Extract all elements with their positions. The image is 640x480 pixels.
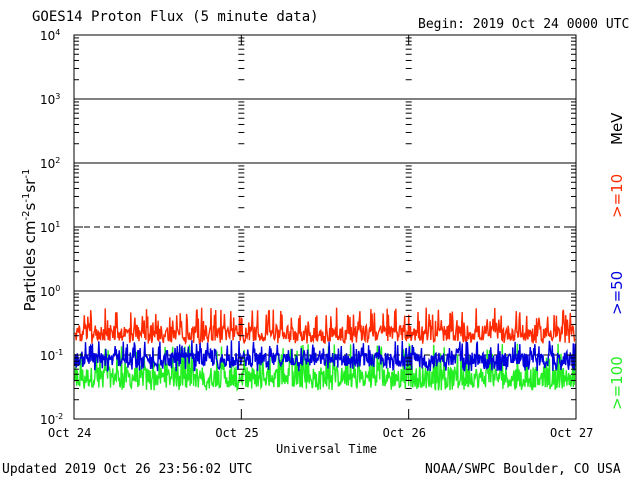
y-tick-label: 10-2 (40, 412, 64, 427)
plot-frame (73, 34, 577, 420)
x-tick-label: Oct 24 (48, 426, 92, 440)
series-line-0 (74, 307, 576, 346)
legend-label: >=100 (608, 356, 626, 410)
y-axis-label: Particles cm-2s-1sr-1 (21, 168, 39, 312)
series-line-2 (74, 342, 576, 393)
series-line-1 (74, 340, 576, 373)
legend-label: >=10 (608, 173, 626, 218)
y-tick-label: 102 (40, 156, 61, 171)
data-series (74, 307, 576, 393)
credit: NOAA/SWPC Boulder, CO USA (425, 462, 621, 477)
x-tick-label: Oct 27 (550, 426, 594, 440)
x-axis-label: Universal Time (276, 442, 378, 456)
y-tick-label: 10-1 (40, 348, 64, 363)
x-tick-label: Oct 25 (215, 426, 259, 440)
begin-time: Begin: 2019 Oct 24 0000 UTC (418, 17, 630, 32)
legend-label: >=50 (608, 270, 626, 315)
updated-time: Updated 2019 Oct 26 23:56:02 UTC (2, 462, 253, 477)
chart-title: GOES14 Proton Flux (5 minute data) (32, 9, 319, 25)
y-tick-label: 100 (40, 284, 61, 299)
y-tick-label: 103 (40, 92, 61, 107)
y-tick-label: 104 (40, 28, 61, 43)
x-tick-label: Oct 26 (382, 426, 427, 440)
y-tick-label: 101 (40, 220, 61, 235)
unit-label: MeV (608, 112, 626, 145)
